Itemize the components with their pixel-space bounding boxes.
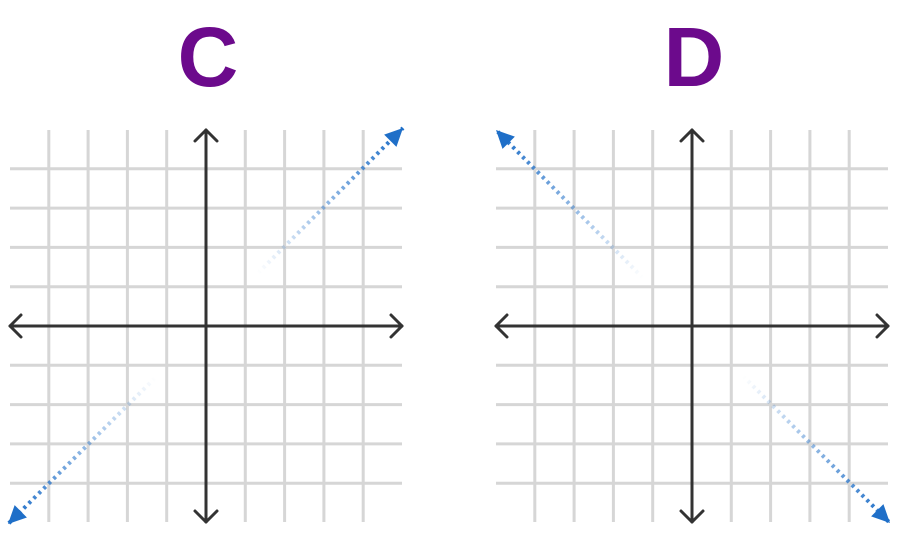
axis-arrowhead [679, 509, 705, 524]
axis-arrowhead [8, 313, 23, 339]
axis-arrowhead [193, 128, 219, 143]
dotted-ray [741, 374, 892, 525]
ray-arrowhead [496, 130, 515, 149]
ray-arrowhead [871, 504, 890, 523]
panel-label: D [664, 10, 725, 104]
axis-arrowhead [679, 128, 705, 143]
axis-arrowhead [193, 509, 219, 524]
ray-arrowhead [384, 128, 403, 147]
axis-arrowhead [494, 313, 509, 339]
dotted-ray [256, 126, 405, 275]
panel-label: C [178, 10, 239, 104]
axis-arrowhead [389, 313, 404, 339]
dotted-ray [494, 128, 645, 280]
axis-arrowhead [875, 313, 890, 339]
ray-arrowhead [8, 505, 27, 524]
dotted-ray [6, 376, 157, 526]
